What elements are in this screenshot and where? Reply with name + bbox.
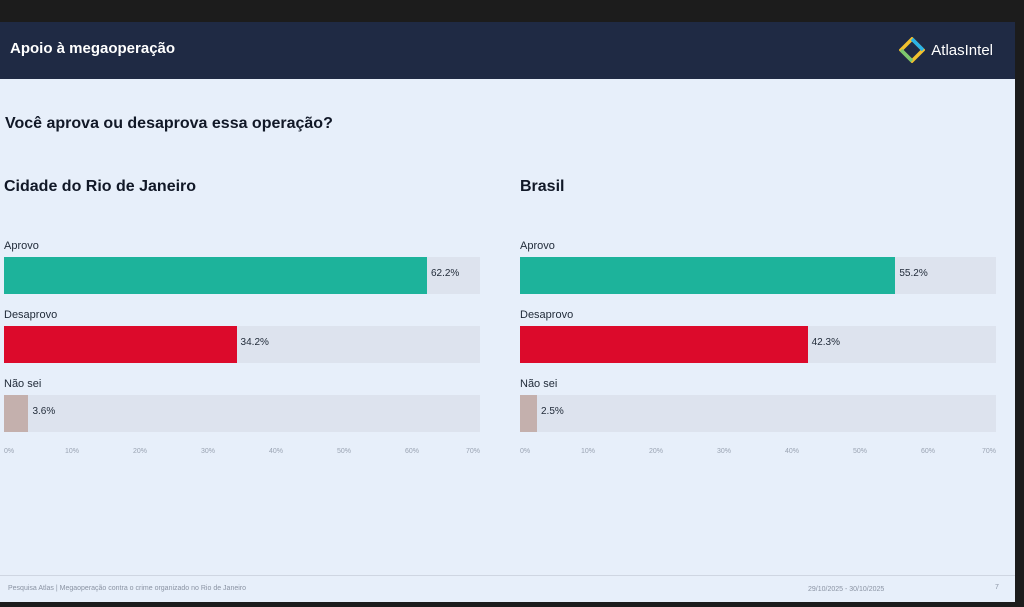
bar-value-label: 3.6% xyxy=(32,406,56,417)
bar-track: 34.2% xyxy=(4,326,480,363)
x-axis: 0% 10% 20% 30% 40% 50% 60% 70% xyxy=(4,448,480,462)
x-tick-label: 40% xyxy=(268,448,284,455)
x-tick-label: 0% xyxy=(520,448,531,455)
bar-track: 2.5% xyxy=(520,395,996,432)
bar-category-label: Desaprovo xyxy=(4,309,58,321)
bar-group: Não sei 2.5% xyxy=(520,378,996,432)
x-tick-label: 0% xyxy=(4,448,15,455)
chart-title: Cidade do Rio de Janeiro xyxy=(4,178,197,195)
x-axis: 0% 10% 20% 30% 40% 50% 60% 70% xyxy=(520,448,996,462)
bar xyxy=(4,326,237,363)
bar-track: 62.2% xyxy=(4,257,480,294)
bar xyxy=(4,257,427,294)
bar-value-label: 55.2% xyxy=(899,268,928,279)
x-tick-label: 50% xyxy=(852,448,868,455)
footer-divider xyxy=(0,575,1015,576)
x-tick-label: 70% xyxy=(981,448,996,455)
x-tick-label: 60% xyxy=(404,448,420,455)
slide: Apoio à megaoperação AtlasIntel Você apr… xyxy=(0,22,1015,602)
chart-panel-brasil: Brasil Aprovo 55.2% Desaprovo 42.3% Não sei 2… xyxy=(520,178,996,455)
x-tick-label: 70% xyxy=(465,448,480,455)
bar xyxy=(4,395,29,432)
bar-track: 55.2% xyxy=(520,257,996,294)
x-tick-label: 30% xyxy=(200,448,216,455)
bar-category-label: Aprovo xyxy=(4,240,39,252)
x-tick-label: 20% xyxy=(648,448,664,455)
page-title: Apoio à megaoperação xyxy=(10,40,176,57)
footer-date: 29/10/2025 - 30/10/2025 xyxy=(808,586,885,593)
x-tick-label: 50% xyxy=(336,448,352,455)
footer-source: Pesquisa Atlas | Megaoperação contra o c… xyxy=(8,585,247,592)
bar-group: Desaprovo 42.3% xyxy=(520,309,996,363)
header-bar: Apoio à megaoperação AtlasIntel xyxy=(0,22,1015,79)
x-tick-label: 60% xyxy=(920,448,936,455)
bar-category-label: Não sei xyxy=(520,378,558,390)
bar-category-label: Não sei xyxy=(4,378,42,390)
bar-group: Aprovo 55.2% xyxy=(520,240,996,294)
x-tick-label: 10% xyxy=(580,448,596,455)
bar-track: 42.3% xyxy=(520,326,996,363)
x-tick-label: 30% xyxy=(716,448,732,455)
chart-title: Brasil xyxy=(520,178,565,195)
bar xyxy=(520,395,537,432)
page-number: 7 xyxy=(995,584,999,591)
bar-track: 3.6% xyxy=(4,395,480,432)
x-tick-label: 20% xyxy=(132,448,148,455)
bar-category-label: Desaprovo xyxy=(520,309,574,321)
bar xyxy=(520,257,896,294)
chart-panel-rio: Cidade do Rio de Janeiro Aprovo 62.2% Desa… xyxy=(4,178,480,455)
bar-group: Não sei 3.6% xyxy=(4,378,480,432)
brand-name: AtlasIntel xyxy=(931,41,993,59)
bar-group: Aprovo 62.2% xyxy=(4,240,480,294)
atlasintel-logo-icon xyxy=(899,37,926,63)
bar-group: Desaprovo 34.2% xyxy=(4,309,480,363)
x-tick-label: 10% xyxy=(64,448,80,455)
bar xyxy=(520,326,808,363)
brand-logo: AtlasIntel xyxy=(899,36,993,64)
bar-value-label: 2.5% xyxy=(541,406,564,417)
bar-value-label: 42.3% xyxy=(811,337,840,348)
bar-value-label: 34.2% xyxy=(240,337,269,348)
bar-value-label: 62.2% xyxy=(430,268,460,279)
question-text: Você aprova ou desaprova essa operação? xyxy=(5,115,333,132)
bar-category-label: Aprovo xyxy=(520,240,555,252)
x-tick-label: 40% xyxy=(784,448,800,455)
